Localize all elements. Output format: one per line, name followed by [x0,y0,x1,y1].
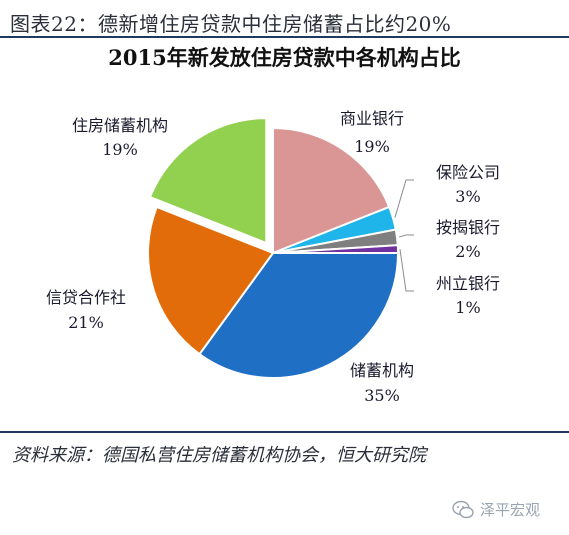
slice-label: 信贷合作社 [46,288,126,307]
pie-slice [198,252,400,379]
slice-label: 储蓄机构 [350,361,414,380]
leader-line [398,234,414,238]
source-note: 资料来源：德国私营住房储蓄机构协会，恒大研究院 [12,445,426,466]
watermark: 泽平宏观 [452,499,540,520]
top-divider [0,36,569,38]
watermark-text: 泽平宏观 [480,501,541,519]
slice-percent-label: 1% [455,298,480,317]
leader-line [399,248,414,292]
slice-percent-label: 3% [455,187,480,206]
pie-slice [147,205,275,356]
slice-percent-label: 21% [68,313,104,332]
slice-label: 保险公司 [436,163,500,182]
slice-label: 商业银行 [340,109,404,128]
chart-title: 2015年新发放住房贷款中各机构占比 [108,45,461,70]
wechat-icon [452,500,474,518]
bottom-divider [0,431,569,433]
leader-line [394,179,414,218]
slice-label: 按揭银行 [436,218,500,237]
slice-percent-label: 19% [102,140,138,159]
figure-title: 图表22：德新增住房贷款中住房储蓄占比约20% [10,12,452,36]
pie-labels: 商业银行 19% 保险公司 3% 按揭银行 2% 州立银行 1% 储蓄机构 35% 信贷合作社 21%… [46,109,500,405]
pie-slice [148,117,268,245]
pie-chart: 商业银行 19% 保险公司 3% 按揭银行 2% 州立银行 1% 储蓄机构 35% 信贷合作社 21%… [46,109,500,405]
slice-percent-label: 19% [354,137,390,156]
slice-label: 州立银行 [436,274,500,293]
pie-slices [147,117,400,379]
pie-slice [272,126,391,255]
slice-percent-label: 35% [364,386,400,405]
slice-label: 住房储蓄机构 [72,116,168,135]
slice-percent-label: 2% [455,242,480,261]
